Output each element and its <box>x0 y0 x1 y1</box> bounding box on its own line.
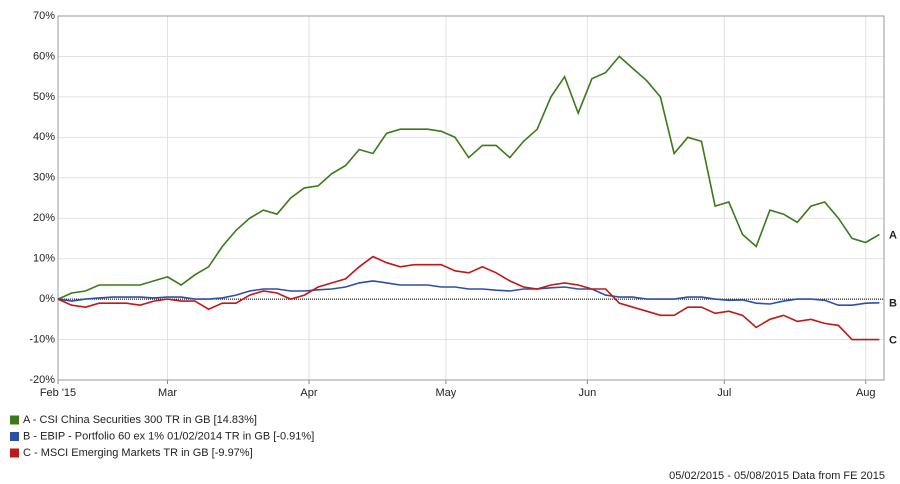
y-tick-label: 70% <box>33 10 55 22</box>
legend-label: B - EBIP - Portfolio 60 ex 1% 01/02/2014… <box>23 430 314 442</box>
x-tick-label: Mar <box>158 387 177 399</box>
legend-marker <box>10 415 19 425</box>
legend-label: A - CSI China Securities 300 TR in GB [1… <box>23 414 257 426</box>
legend-label: C - MSCI Emerging Markets TR in GB [-9.9… <box>23 447 253 459</box>
x-tick-label: Jun <box>578 387 596 399</box>
y-tick-label: 60% <box>33 50 55 62</box>
footer: 05/02/2015 - 05/08/2015 Data from FE 201… <box>669 470 885 482</box>
series-line <box>57 55 880 300</box>
y-tick-label: 30% <box>33 172 55 184</box>
legend-marker <box>10 448 19 458</box>
x-tick-label: Apr <box>300 387 317 399</box>
series-end-label: A <box>889 229 897 241</box>
y-tick-label: -20% <box>29 374 55 386</box>
y-tick-label: 10% <box>33 253 55 265</box>
x-tick-label: Aug <box>856 387 876 399</box>
plot-border <box>57 15 885 381</box>
legend-marker <box>10 432 19 441</box>
y-tick-label: 20% <box>33 212 55 224</box>
x-tick-label: Jul <box>717 387 731 399</box>
y-tick-label: 40% <box>33 131 55 143</box>
series-line <box>57 280 880 306</box>
series-end-label: C <box>889 334 897 346</box>
y-tick-label: 50% <box>33 91 55 103</box>
series-end-label: B <box>889 298 897 310</box>
x-tick-label: May <box>436 387 457 399</box>
y-tick-label: -10% <box>29 333 55 345</box>
series-line <box>57 255 880 341</box>
y-tick-label: 0% <box>39 293 55 305</box>
x-tick-label: Feb '15 <box>40 387 76 399</box>
